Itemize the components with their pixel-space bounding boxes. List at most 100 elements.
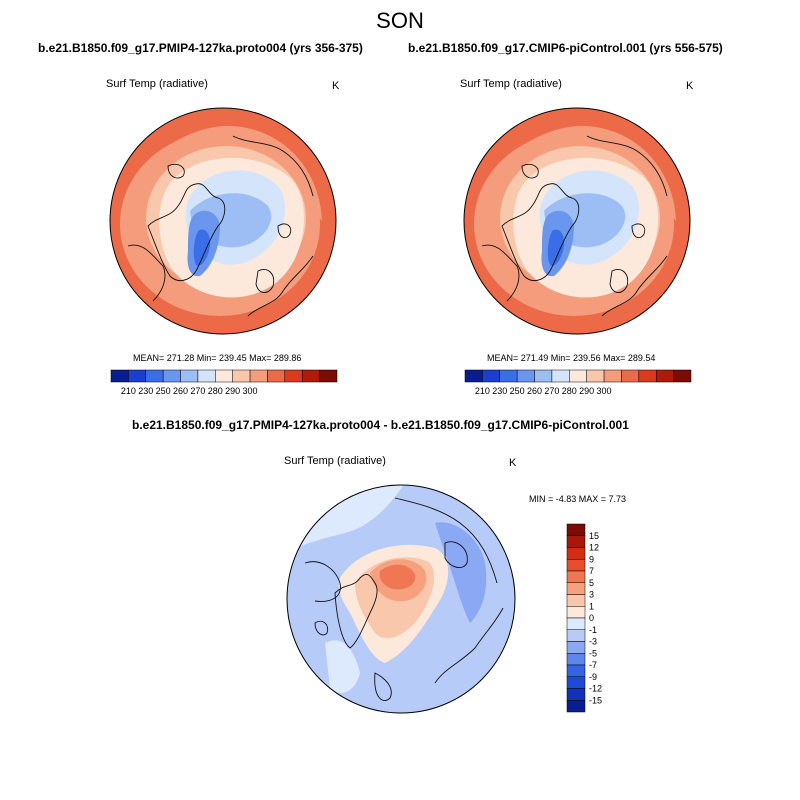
diff-siberia-coast (394, 497, 498, 584)
panel1-europe-coast (247, 255, 314, 317)
panel1-greenland-core-zone (193, 229, 211, 266)
panel1-colorbar-tick-label: 270 (190, 386, 205, 396)
panel2-colorbar-box (621, 369, 640, 383)
panel1-colorbar-box (145, 369, 164, 383)
diff-colorbar-tick-label: -15 (589, 695, 602, 705)
diff-baffin-coast (314, 620, 329, 636)
diff-colorbar-box (566, 559, 586, 572)
panel1-units-label: K (332, 80, 340, 92)
panel1-arctic-island-coast (167, 163, 185, 179)
panel1-colorbar-box (197, 369, 216, 383)
panel2-units-label: K (686, 80, 694, 92)
diff-colorbar-tick-label: -1 (589, 625, 597, 635)
panel2-north-america-coast (481, 244, 520, 302)
diff-colorbar-tick-label: -5 (589, 648, 597, 658)
panel1-title: b.e21.B1850.f09_g17.PMIP4-127ka.proto004… (38, 41, 363, 55)
panel2-greenland-coast (501, 183, 580, 282)
diff-colorbar-box (566, 629, 586, 642)
panel2-colorbar-box (482, 369, 501, 383)
diff-units-label: K (509, 457, 517, 469)
panel2-colorbar-box (655, 369, 674, 383)
panel1-map-boundary (109, 107, 337, 335)
diff-colorbar-box (566, 523, 586, 536)
panel2-colorbar-box (464, 369, 483, 383)
panel2-colorbar-box (673, 369, 692, 383)
panel1-svalbard-coast (277, 223, 292, 239)
diff-colorbar-tick-label: 1 (589, 601, 594, 611)
panel2-colorbar-box (551, 369, 570, 383)
panel1-colorbar-box (180, 369, 199, 383)
panel1-colorbar-box (232, 369, 251, 383)
panel2-polar-map (463, 107, 691, 335)
panel2-colorbar-tick-label: 250 (510, 386, 525, 396)
panel1-colorbar-box (301, 369, 320, 383)
panel1-greenland-coast (147, 183, 226, 282)
panel1-colorbar-box (110, 369, 129, 383)
panel2-stats: MEAN= 271.49 Min= 239.56 Max= 289.54 (487, 353, 656, 363)
diff-greenland-coast (334, 573, 378, 649)
panel2-colorbar: 210 230 250 260 270 280 290 300 (464, 369, 692, 396)
diff-colorbar-tick-label: 9 (589, 554, 594, 564)
diff-colorbar-tick-label: -7 (589, 660, 597, 670)
panel2-colorbar-box (638, 369, 657, 383)
panel2-colorbar-tick-label: 280 (562, 386, 577, 396)
panel1-colorbar-tick-label: 230 (138, 386, 153, 396)
panel1-variable-label: Surf Temp (radiative) (106, 78, 208, 90)
panel2-colorbar-tick-label: 260 (527, 386, 542, 396)
panel2-colorbar-tick-label: 300 (597, 386, 612, 396)
diff-colorbar-box (566, 594, 586, 607)
panel2-variable-label: Surf Temp (radiative) (460, 78, 562, 90)
diff-max-warming-core (379, 564, 416, 590)
panel2-colorbar-box (603, 369, 622, 383)
panel1-scandinavia-coast (255, 269, 275, 293)
panel1-colorbar-tick-label: 250 (156, 386, 171, 396)
panel2-colorbar-box (499, 369, 518, 383)
panel1-asia-coast (232, 135, 314, 197)
diff-colorbar-tick-label: -12 (589, 684, 602, 694)
diff-east-cooling-patch (435, 522, 487, 623)
diff-colorbar-tick-label: -9 (589, 672, 597, 682)
panel2-asia-coast (586, 135, 668, 197)
panel1-colorbar-box (319, 369, 338, 383)
panel1-colorbar-tick-label: 210 (121, 386, 136, 396)
diff-panel-title: b.e21.B1850.f09_g17.PMIP4-127ka.proto004… (132, 418, 629, 432)
diff-colorbar-box (566, 653, 586, 666)
diff-stats: MIN = -4.83 MAX = 7.73 (529, 494, 627, 504)
diff-colorbar-tick-label: 7 (589, 566, 594, 576)
panel1-colorbar-box (215, 369, 233, 383)
panel2-colorbar-box (516, 369, 535, 383)
panel2-colorbar-tick-label: 230 (492, 386, 507, 396)
panel1-colorbar-tick-label: 290 (225, 386, 240, 396)
panel2-colorbar-tick-label: 210 (475, 386, 490, 396)
diff-colorbar-box (566, 606, 586, 619)
panel2-colorbar-box (534, 369, 553, 383)
diff-colorbar-tick-label: 5 (589, 578, 594, 588)
diff-colorbar-box (566, 700, 586, 713)
diff-polar-map (286, 484, 516, 714)
diff-colorbar-tick-label: -3 (589, 637, 597, 647)
panel2-title: b.e21.B1850.f09_g17.CMIP6-piControl.001 … (408, 41, 723, 55)
panel1-colorbar-tick-label: 300 (243, 386, 258, 396)
diff-colorbar-tick-label: 15 (589, 531, 599, 541)
diff-map-boundary (286, 484, 516, 714)
diff-southwest-slight-cooling (325, 640, 360, 693)
panel1-north-america-coast (127, 244, 166, 302)
diff-colorbar-tick-label: 3 (589, 590, 594, 600)
panel2-colorbar-box (569, 369, 587, 383)
panel2-colorbar-box (586, 369, 605, 383)
diff-colorbar-box (566, 547, 586, 560)
panel2-map-boundary (463, 107, 691, 335)
diff-colorbar-box (566, 676, 586, 689)
diff-iceland-coast (374, 672, 392, 702)
diff-colorbar-box (566, 688, 586, 701)
panel1-colorbar-box (162, 369, 181, 383)
diff-colorbar-tick-label: 12 (589, 543, 599, 553)
diff-colorbar-box (566, 617, 586, 630)
panel2-colorbar-tick-label: 290 (579, 386, 594, 396)
diff-colorbar-box (566, 535, 586, 548)
panel1-colorbar-box (267, 369, 286, 383)
diff-colorbar: 15 129 7 5 31 0 -1 -3-5 -7 -9 -12-15 (566, 523, 602, 713)
panel1-polar-map (109, 107, 337, 335)
panel2-colorbar-tick-label: 270 (544, 386, 559, 396)
panel2-greenland-core-zone (547, 229, 565, 266)
